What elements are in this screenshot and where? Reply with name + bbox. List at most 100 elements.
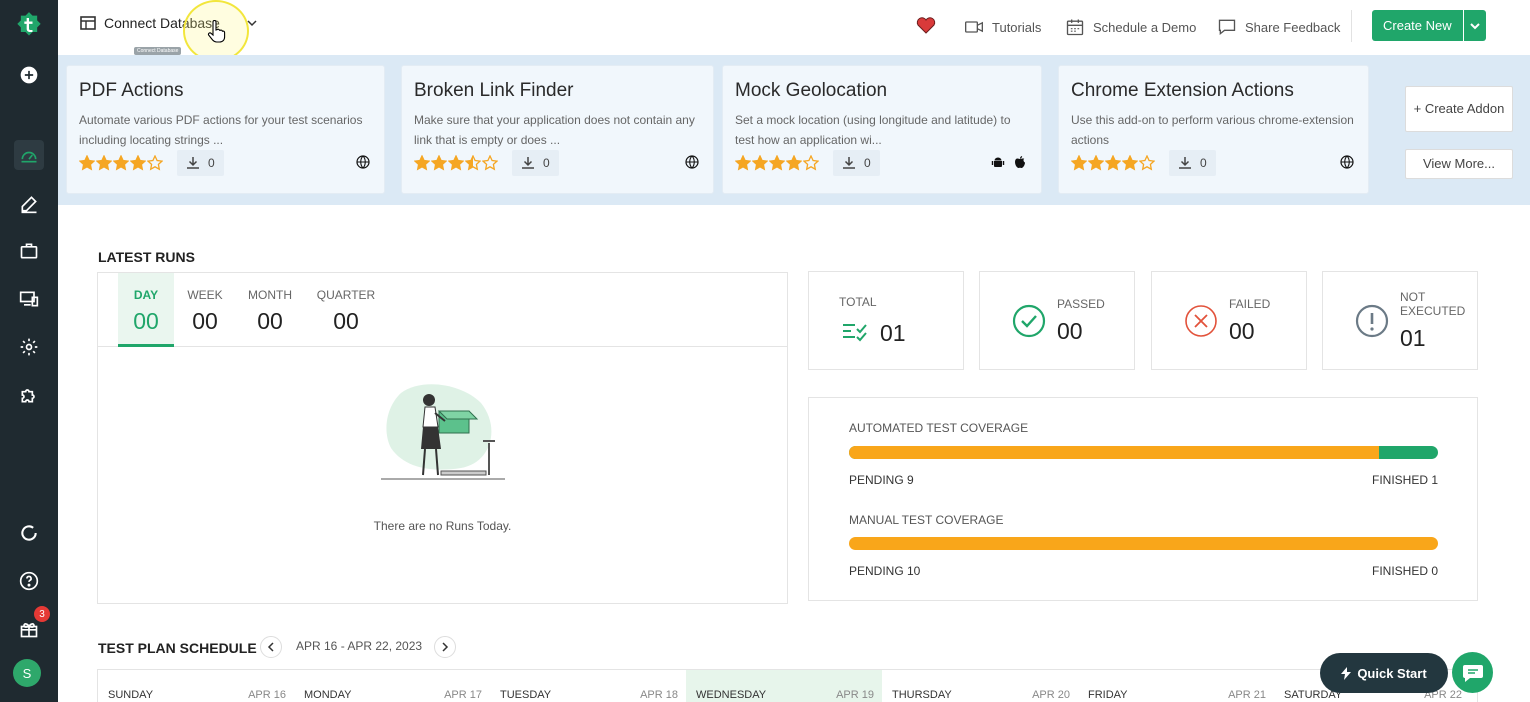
day-name: SATURDAY bbox=[1284, 689, 1343, 701]
tab-week-value: 00 bbox=[192, 308, 218, 334]
schedule-demo-link[interactable]: Schedule a Demo bbox=[1065, 17, 1196, 37]
addon-download-count[interactable]: 0 bbox=[512, 150, 559, 176]
calendar-day-sunday[interactable]: SUNDAY APR 16 bbox=[98, 670, 294, 702]
calendar-day-tuesday[interactable]: TUESDAY APR 18 bbox=[490, 670, 686, 702]
quick-start-label: Quick Start bbox=[1357, 665, 1427, 681]
add-icon[interactable] bbox=[14, 60, 44, 90]
chat-support-button[interactable] bbox=[1452, 652, 1493, 693]
download-count: 0 bbox=[864, 156, 871, 170]
heart-icon[interactable] bbox=[916, 16, 936, 34]
tab-month[interactable]: MONTH 00 bbox=[242, 273, 298, 347]
addon-description: Set a mock location (using longitude and… bbox=[735, 113, 1011, 147]
addons-puzzle-icon[interactable] bbox=[14, 380, 44, 410]
edit-icon[interactable] bbox=[14, 189, 44, 219]
star-icon bbox=[1105, 155, 1121, 171]
stat-passed-value: 00 bbox=[1057, 318, 1083, 344]
star-icon bbox=[79, 155, 95, 171]
whats-new-gift-icon[interactable]: 3 bbox=[14, 606, 50, 644]
star-icon bbox=[1122, 155, 1138, 171]
addon-download-count[interactable]: 0 bbox=[1169, 150, 1216, 176]
addon-title: PDF Actions bbox=[79, 80, 184, 101]
devices-icon[interactable] bbox=[14, 284, 44, 314]
exclamation-circle-icon bbox=[1355, 304, 1389, 338]
day-name: THURSDAY bbox=[892, 689, 952, 701]
window-icon bbox=[80, 16, 96, 30]
chat-bubble-icon bbox=[1218, 19, 1236, 36]
view-more-button[interactable]: View More... bbox=[1405, 149, 1513, 179]
addon-card[interactable]: PDF Actions Automate various PDF actions … bbox=[66, 65, 385, 194]
addon-description: Make sure that your application does not… bbox=[414, 113, 695, 147]
tab-quarter[interactable]: QUARTER 00 bbox=[314, 273, 378, 347]
create-new-dropdown[interactable] bbox=[1464, 10, 1486, 41]
tab-week[interactable]: WEEK 00 bbox=[180, 273, 230, 347]
stat-passed-label: PASSED bbox=[1057, 297, 1105, 311]
automated-pending: PENDING 9 bbox=[849, 473, 914, 487]
tab-quarter-value: 00 bbox=[333, 308, 359, 334]
addon-card[interactable]: Mock Geolocation Set a mock location (usi… bbox=[722, 65, 1042, 194]
create-new-button[interactable]: Create New bbox=[1372, 10, 1486, 41]
sync-circle-icon[interactable] bbox=[14, 518, 44, 548]
addon-meta: 0 bbox=[79, 150, 370, 176]
stat-failed[interactable]: FAILED 00 bbox=[1151, 271, 1307, 370]
calendar-day-saturday[interactable]: SATURDAY APR 22 bbox=[1274, 670, 1470, 702]
next-week-button[interactable] bbox=[434, 636, 456, 658]
briefcase-icon[interactable] bbox=[14, 236, 44, 266]
day-name: SUNDAY bbox=[108, 689, 154, 701]
manual-pending-fill bbox=[849, 537, 1438, 550]
check-circle-icon bbox=[1012, 304, 1046, 338]
dashboard-icon[interactable] bbox=[14, 140, 44, 170]
calendar-day-thursday[interactable]: THURSDAY APR 20 bbox=[882, 670, 1078, 702]
create-addon-button[interactable]: + Create Addon bbox=[1405, 86, 1513, 132]
addon-description: Automate various PDF actions for your te… bbox=[79, 113, 363, 147]
addon-card[interactable]: Broken Link Finder Make sure that your ap… bbox=[401, 65, 714, 194]
sidebar: 3 S bbox=[0, 0, 58, 702]
empty-runs-message: There are no Runs Today. bbox=[373, 519, 512, 533]
automated-coverage-bar bbox=[849, 446, 1438, 459]
addon-card[interactable]: Chrome Extension Actions Use this add-on … bbox=[1058, 65, 1369, 194]
day-name: TUESDAY bbox=[500, 689, 552, 701]
video-camera-icon bbox=[965, 21, 983, 33]
test-coverage-panel: AUTOMATED TEST COVERAGE PENDING 9 FINISH… bbox=[808, 397, 1478, 601]
user-avatar[interactable]: S bbox=[13, 659, 41, 687]
stat-total[interactable]: TOTAL 01 bbox=[808, 271, 964, 370]
testsigma-logo-icon[interactable] bbox=[14, 10, 44, 40]
settings-gear-icon[interactable] bbox=[14, 332, 44, 362]
manual-pending: PENDING 10 bbox=[849, 564, 921, 578]
runs-period-tabs: DAY 00 WEEK 00 MONTH 00 QUARTER 00 bbox=[98, 273, 787, 347]
chat-icon bbox=[1462, 664, 1483, 682]
android-icon bbox=[991, 157, 1005, 167]
help-icon[interactable] bbox=[14, 566, 44, 596]
tab-day-label: DAY bbox=[133, 288, 159, 302]
star-icon bbox=[1139, 155, 1155, 171]
stat-not-executed-value: 01 bbox=[1400, 325, 1426, 351]
tutorials-link[interactable]: Tutorials bbox=[964, 17, 1041, 37]
calendar-day-monday[interactable]: MONDAY APR 17 bbox=[294, 670, 490, 702]
chevron-down-icon[interactable] bbox=[246, 17, 258, 29]
calendar-icon bbox=[1066, 19, 1084, 36]
empty-runs-illustration bbox=[381, 384, 505, 480]
stat-not-executed[interactable]: NOT EXECUTED 01 bbox=[1322, 271, 1478, 370]
addon-download-count[interactable]: 0 bbox=[833, 150, 880, 176]
stat-passed[interactable]: PASSED 00 bbox=[979, 271, 1135, 370]
quick-start-button[interactable]: Quick Start bbox=[1320, 653, 1448, 693]
tab-quarter-label: QUARTER bbox=[316, 288, 376, 302]
prev-week-button[interactable] bbox=[260, 636, 282, 658]
calendar-day-friday[interactable]: FRIDAY APR 21 bbox=[1078, 670, 1274, 702]
x-circle-icon bbox=[1185, 305, 1217, 337]
star-icon bbox=[786, 155, 802, 171]
share-feedback-link[interactable]: Share Feedback bbox=[1217, 17, 1340, 37]
create-new-label[interactable]: Create New bbox=[1372, 10, 1464, 41]
top-header: Connect Database Connect Database Tutori… bbox=[58, 0, 1530, 62]
automated-coverage-label: AUTOMATED TEST COVERAGE bbox=[849, 421, 1029, 435]
lightning-icon bbox=[1341, 666, 1352, 680]
star-icon bbox=[130, 155, 146, 171]
tab-day[interactable]: DAY 00 bbox=[118, 273, 174, 347]
globe-icon bbox=[356, 155, 370, 169]
addon-download-count[interactable]: 0 bbox=[177, 150, 224, 176]
share-feedback-label: Share Feedback bbox=[1245, 19, 1341, 35]
addon-title: Chrome Extension Actions bbox=[1071, 80, 1294, 101]
star-icon bbox=[414, 155, 430, 171]
star-icon bbox=[803, 155, 819, 171]
calendar-day-wednesday[interactable]: WEDNESDAY APR 19 bbox=[686, 670, 882, 702]
stat-not-executed-label: NOT EXECUTED bbox=[1400, 290, 1466, 318]
